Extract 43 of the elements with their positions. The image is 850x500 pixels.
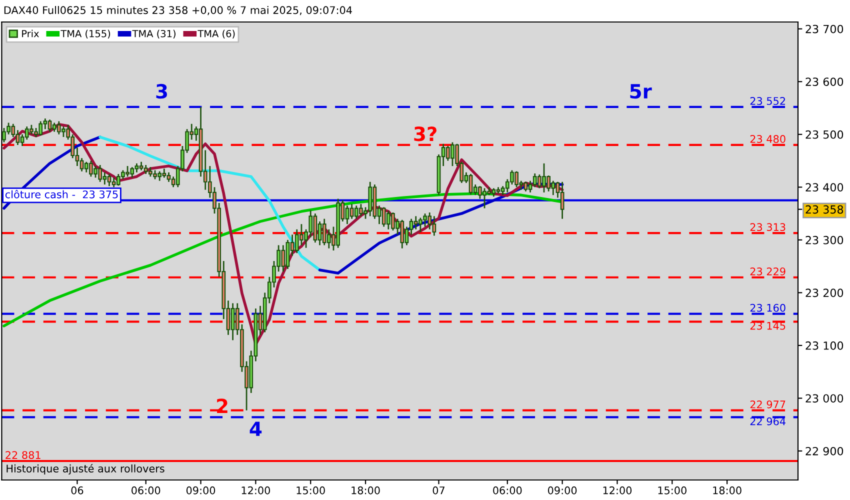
line-series [2,122,564,346]
annotation: 4 [250,422,262,436]
x-tick-label: 06:00 [132,486,160,494]
ref-line-label: 23 229 [750,267,786,276]
x-tick-label: 12:00 [242,486,270,494]
x-tick-label: 09:00 [186,486,216,494]
y-tick-label: 23 300 [806,236,844,244]
legend-label: TMA (6) [198,30,235,38]
legend-label: Prix [22,30,39,38]
y-tick-label: 23 358 [806,205,844,214]
y-tick-label: 23 100 [806,341,844,350]
line-series [98,136,322,272]
x-tick-label: 06 [71,486,84,494]
legend-label: TMA (155) [60,30,110,38]
ref-line-label: 22 977 [750,400,786,408]
ref-line-label: clôture cash - 23 375 [5,190,118,198]
x-tick-label: 18:00 [713,486,742,494]
x-tick-label: 09:00 [548,486,577,494]
annotation: Historique ajusté aux rollovers [6,464,164,475]
y-tick-label: 23 600 [806,78,844,86]
y-tick-label: 23 000 [806,394,844,403]
ref-line-label: 23 552 [750,97,786,105]
x-tick-label: 18:00 [352,486,380,494]
candlestick [560,181,564,220]
annotation: 3? [414,126,436,142]
ref-line-label: 23 160 [750,304,786,312]
y-tick-label: 23 700 [806,24,844,34]
y-tick-label: 23 200 [806,288,844,298]
y-tick-label: 22 900 [806,446,844,456]
ref-line-label: 22 881 [6,451,40,459]
annotation: 3 [156,84,167,99]
x-tick-label: 07 [432,486,444,494]
chart-title: DAX40 Full0625 15 minutes 23 358 +0,00 % 7 mai 2025, 09:07:04 [4,6,352,16]
y-tick-label: 23 500 [806,130,844,139]
x-tick-label: 15:00 [658,486,686,494]
x-tick-label: 15:00 [296,486,325,494]
ref-line-label: 23 313 [750,223,786,232]
y-tick-label: 23 400 [806,183,844,192]
ref-line-label: 23 480 [750,135,786,143]
legend-label: TMA (31) [132,30,176,38]
x-tick-label: 06:00 [493,486,522,494]
annotation: 5r [630,84,652,99]
x-tick-label: 12:00 [603,486,632,494]
